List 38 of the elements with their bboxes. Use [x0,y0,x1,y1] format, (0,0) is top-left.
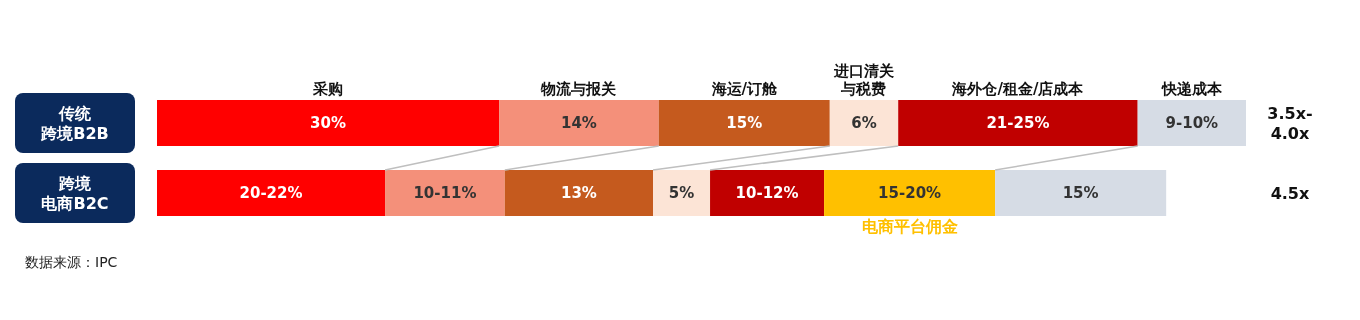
y-tick-label: 传统跨境B2B [40,103,109,143]
text: 3.5x-4.0x [1267,103,1313,143]
series-label: 进口清关与税费 [832,62,894,98]
data-label: 15% [1062,184,1099,202]
data-label: 10-11% [413,184,477,202]
bar: 15% [658,100,830,146]
bar: 21-25% [898,100,1138,146]
y-tick-label: 跨境电商B2C [41,173,109,213]
series-label: 快递成本 [1160,80,1223,98]
data-label: 15-20% [878,184,942,202]
data-label: 20-22% [239,184,303,202]
data-label: 5% [668,184,695,202]
data-label: 15% [726,114,763,132]
text: 4.5x [1270,183,1311,203]
data-label: 21-25% [986,114,1050,132]
series-label: 采购 [312,80,344,98]
data-label: 14% [560,114,597,132]
bar: 6% [829,100,899,146]
bar: 13% [504,170,654,216]
bar: 15% [995,170,1167,216]
data-label: 30% [310,114,346,132]
bar: 9-10% [1137,100,1246,146]
series-label: 电商平台佣金 [861,216,958,236]
series-label: 物流与报关 [540,80,617,98]
data-label: 9-10% [1165,114,1219,132]
source-note: 数据来源：IPC [25,254,118,270]
bar: 14% [499,100,659,146]
bar: 5% [653,170,711,216]
bar: 10-12% [710,170,825,216]
series-label: 海运/订舱 [710,80,778,98]
bar: 15-20% [824,170,996,216]
data-label: 13% [560,184,597,202]
bar: 20-22% [157,170,386,216]
bar: 10-11% [385,170,505,216]
data-label: 6% [851,114,877,132]
data-label: 10-12% [735,184,799,202]
series-label: 海外仓/租金/店成本 [951,80,1085,98]
bar: 30% [157,100,500,146]
